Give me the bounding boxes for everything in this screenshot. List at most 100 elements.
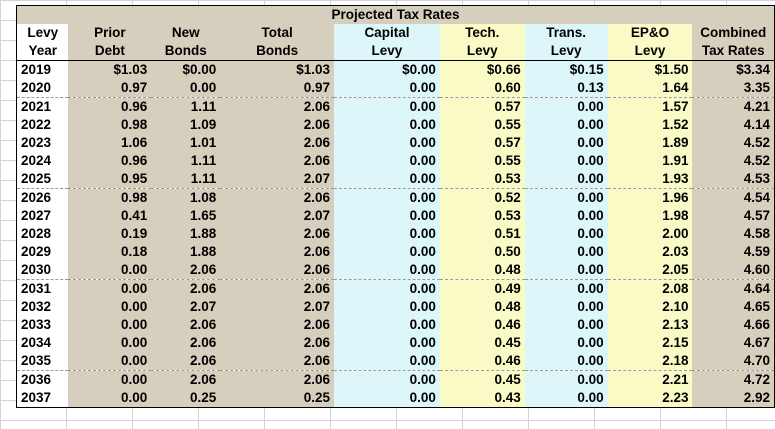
cell-combined-tax-rates[interactable]: 4.64 bbox=[692, 279, 775, 298]
cell-levy-year[interactable]: 2021 bbox=[16, 97, 69, 116]
cell-epo-levy[interactable]: $1.50 bbox=[607, 60, 693, 79]
header-tech-levy-sub[interactable]: Levy bbox=[439, 42, 525, 61]
cell-combined-tax-rates[interactable]: 4.60 bbox=[692, 261, 775, 280]
cell-levy-year[interactable]: 2033 bbox=[16, 316, 69, 334]
cell-total-bonds[interactable]: 2.06 bbox=[220, 152, 335, 170]
cell-prior-debt[interactable]: $1.03 bbox=[68, 60, 152, 79]
cell-combined-tax-rates[interactable]: 4.54 bbox=[692, 188, 775, 207]
cell-capital-levy[interactable]: 0.00 bbox=[334, 134, 440, 152]
cell-prior-debt[interactable]: 0.00 bbox=[68, 279, 152, 298]
table-title[interactable]: Projected Tax Rates bbox=[16, 5, 775, 24]
cell-capital-levy[interactable]: 0.00 bbox=[334, 334, 440, 352]
cell-new-bonds[interactable]: 0.00 bbox=[151, 79, 221, 98]
cell-tech-levy[interactable]: 0.60 bbox=[439, 79, 525, 98]
cell-prior-debt[interactable]: 0.00 bbox=[68, 334, 152, 352]
cell-prior-debt[interactable]: 0.97 bbox=[68, 79, 152, 98]
cell-trans-levy[interactable]: 0.00 bbox=[524, 97, 608, 116]
cell-levy-year[interactable]: 2023 bbox=[16, 134, 69, 152]
header-epo-levy-sub[interactable]: Levy bbox=[607, 42, 693, 61]
cell-trans-levy[interactable]: 0.00 bbox=[524, 170, 608, 189]
header-combined-tax-rates-sub[interactable]: Tax Rates bbox=[692, 42, 775, 61]
header-trans-levy[interactable]: Trans. bbox=[524, 24, 608, 42]
cell-capital-levy[interactable]: 0.00 bbox=[334, 279, 440, 298]
cell-total-bonds[interactable]: 2.06 bbox=[220, 352, 335, 371]
cell-combined-tax-rates[interactable]: 4.58 bbox=[692, 225, 775, 243]
cell-trans-levy[interactable]: 0.00 bbox=[524, 152, 608, 170]
cell-total-bonds[interactable]: 2.06 bbox=[220, 243, 335, 261]
cell-levy-year[interactable]: 2028 bbox=[16, 225, 69, 243]
cell-new-bonds[interactable]: 1.88 bbox=[151, 225, 221, 243]
cell-trans-levy[interactable]: 0.00 bbox=[524, 243, 608, 261]
cell-epo-levy[interactable]: 1.98 bbox=[607, 207, 693, 225]
cell-levy-year[interactable]: 2025 bbox=[16, 170, 69, 189]
cell-total-bonds[interactable]: 2.06 bbox=[220, 134, 335, 152]
cell-tech-levy[interactable]: 0.49 bbox=[439, 279, 525, 298]
cell-prior-debt[interactable]: 0.00 bbox=[68, 352, 152, 371]
cell-levy-year[interactable]: 2036 bbox=[16, 370, 69, 389]
cell-epo-levy[interactable]: 1.52 bbox=[607, 116, 693, 134]
cell-tech-levy[interactable]: 0.53 bbox=[439, 207, 525, 225]
cell-new-bonds[interactable]: 1.11 bbox=[151, 152, 221, 170]
cell-prior-debt[interactable]: 0.96 bbox=[68, 152, 152, 170]
cell-prior-debt[interactable]: 1.06 bbox=[68, 134, 152, 152]
cell-combined-tax-rates[interactable]: 4.52 bbox=[692, 134, 775, 152]
cell-levy-year[interactable]: 2026 bbox=[16, 188, 69, 207]
header-levy-year[interactable]: Levy bbox=[16, 24, 69, 42]
cell-epo-levy[interactable]: 1.64 bbox=[607, 79, 693, 98]
cell-capital-levy[interactable]: 0.00 bbox=[334, 170, 440, 189]
cell-tech-levy[interactable]: 0.45 bbox=[439, 370, 525, 389]
cell-capital-levy[interactable]: 0.00 bbox=[334, 243, 440, 261]
cell-trans-levy[interactable]: 0.00 bbox=[524, 279, 608, 298]
cell-combined-tax-rates[interactable]: 4.21 bbox=[692, 97, 775, 116]
cell-epo-levy[interactable]: 2.05 bbox=[607, 261, 693, 280]
cell-epo-levy[interactable]: 1.91 bbox=[607, 152, 693, 170]
header-trans-levy-sub[interactable]: Levy bbox=[524, 42, 608, 61]
cell-prior-debt[interactable]: 0.19 bbox=[68, 225, 152, 243]
cell-trans-levy[interactable]: 0.00 bbox=[524, 225, 608, 243]
cell-total-bonds[interactable]: $1.03 bbox=[220, 60, 335, 79]
cell-epo-levy[interactable]: 1.93 bbox=[607, 170, 693, 189]
cell-combined-tax-rates[interactable]: 3.35 bbox=[692, 79, 775, 98]
cell-combined-tax-rates[interactable]: 4.14 bbox=[692, 116, 775, 134]
cell-prior-debt[interactable]: 0.00 bbox=[68, 370, 152, 389]
cell-new-bonds[interactable]: 0.25 bbox=[151, 389, 221, 408]
cell-new-bonds[interactable]: 2.06 bbox=[151, 352, 221, 371]
cell-combined-tax-rates[interactable]: 2.92 bbox=[692, 389, 775, 408]
cell-epo-levy[interactable]: 2.10 bbox=[607, 298, 693, 316]
cell-new-bonds[interactable]: 2.06 bbox=[151, 279, 221, 298]
cell-levy-year[interactable]: 2031 bbox=[16, 279, 69, 298]
cell-epo-levy[interactable]: 2.00 bbox=[607, 225, 693, 243]
cell-combined-tax-rates[interactable]: 4.52 bbox=[692, 152, 775, 170]
cell-capital-levy[interactable]: 0.00 bbox=[334, 225, 440, 243]
cell-capital-levy[interactable]: 0.00 bbox=[334, 389, 440, 408]
cell-combined-tax-rates[interactable]: 4.65 bbox=[692, 298, 775, 316]
cell-trans-levy[interactable]: 0.00 bbox=[524, 134, 608, 152]
cell-new-bonds[interactable]: 1.01 bbox=[151, 134, 221, 152]
cell-combined-tax-rates[interactable]: $3.34 bbox=[692, 60, 775, 79]
cell-total-bonds[interactable]: 2.07 bbox=[220, 170, 335, 189]
cell-prior-debt[interactable]: 0.95 bbox=[68, 170, 152, 189]
cell-tech-levy[interactable]: 0.52 bbox=[439, 188, 525, 207]
cell-total-bonds[interactable]: 2.06 bbox=[220, 225, 335, 243]
header-capital-levy-sub[interactable]: Levy bbox=[334, 42, 440, 61]
cell-trans-levy[interactable]: 0.00 bbox=[524, 389, 608, 408]
cell-tech-levy[interactable]: 0.55 bbox=[439, 116, 525, 134]
cell-trans-levy[interactable]: 0.00 bbox=[524, 316, 608, 334]
cell-epo-levy[interactable]: 2.15 bbox=[607, 334, 693, 352]
cell-capital-levy[interactable]: 0.00 bbox=[334, 298, 440, 316]
cell-levy-year[interactable]: 2019 bbox=[16, 60, 69, 79]
header-total-bonds[interactable]: Total bbox=[220, 24, 335, 42]
cell-epo-levy[interactable]: 2.18 bbox=[607, 352, 693, 371]
cell-new-bonds[interactable]: 2.06 bbox=[151, 334, 221, 352]
cell-total-bonds[interactable]: 2.06 bbox=[220, 334, 335, 352]
cell-new-bonds[interactable]: 2.06 bbox=[151, 370, 221, 389]
cell-tech-levy[interactable]: 0.57 bbox=[439, 97, 525, 116]
cell-epo-levy[interactable]: 1.57 bbox=[607, 97, 693, 116]
cell-total-bonds[interactable]: 2.07 bbox=[220, 298, 335, 316]
cell-capital-levy[interactable]: 0.00 bbox=[334, 370, 440, 389]
cell-tech-levy[interactable]: 0.48 bbox=[439, 298, 525, 316]
cell-trans-levy[interactable]: 0.00 bbox=[524, 188, 608, 207]
cell-trans-levy[interactable]: 0.00 bbox=[524, 298, 608, 316]
cell-capital-levy[interactable]: $0.00 bbox=[334, 60, 440, 79]
cell-tech-levy[interactable]: 0.53 bbox=[439, 170, 525, 189]
